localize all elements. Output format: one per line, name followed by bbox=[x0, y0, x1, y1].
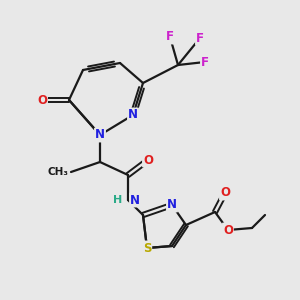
Text: N: N bbox=[128, 109, 138, 122]
Text: N: N bbox=[95, 128, 105, 142]
Text: N: N bbox=[167, 199, 177, 212]
Text: O: O bbox=[223, 224, 233, 236]
Text: S: S bbox=[143, 242, 151, 254]
Text: N: N bbox=[130, 194, 140, 206]
Text: O: O bbox=[220, 187, 230, 200]
Text: F: F bbox=[166, 31, 174, 44]
Text: O: O bbox=[143, 154, 153, 166]
Text: O: O bbox=[37, 94, 47, 106]
Text: F: F bbox=[201, 56, 209, 68]
Text: CH₃: CH₃ bbox=[47, 167, 68, 177]
Text: F: F bbox=[196, 32, 204, 44]
Text: H: H bbox=[113, 195, 122, 205]
